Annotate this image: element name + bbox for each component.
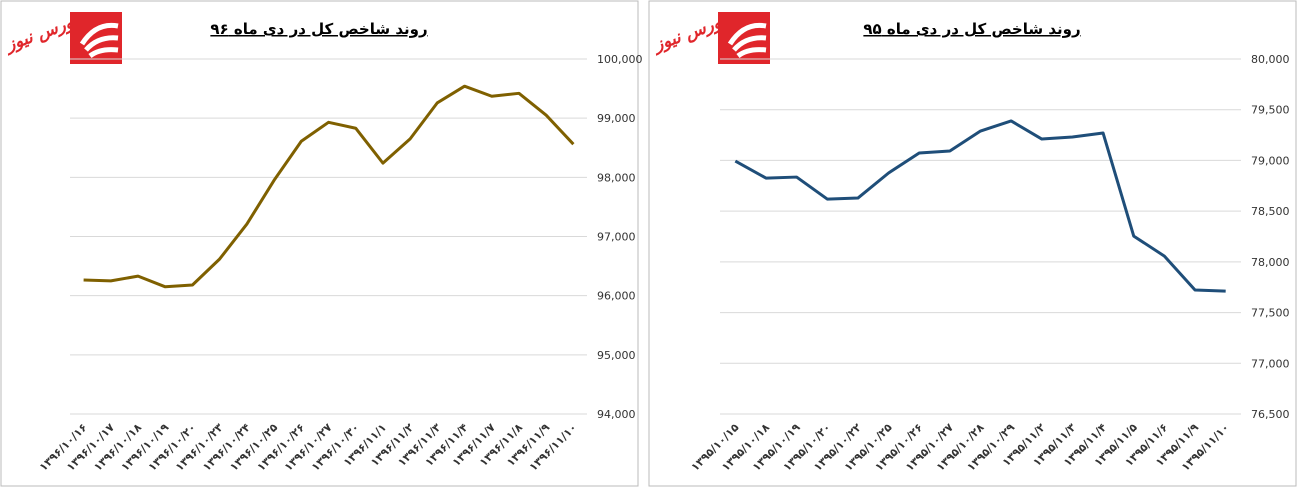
panel: بورس نیوز روند شاخص کل در دی ماه ۹۵76,50… — [648, 0, 1297, 487]
y-tick-label: 79,000 — [1251, 154, 1290, 167]
panel: بورس نیوز روند شاخص کل در دی ماه ۹۶94,00… — [0, 0, 643, 487]
line — [734, 119, 1226, 293]
chart-title: روند شاخص کل در دی ماه ۹۶ — [210, 20, 427, 38]
line — [83, 84, 575, 289]
panel-frame — [0, 0, 639, 487]
y-tick-label: 78,500 — [1251, 205, 1290, 218]
logo-icon — [79, 22, 119, 59]
y-tick-label: 94,000 — [597, 408, 636, 421]
y-tick-label: 76,500 — [1251, 408, 1290, 421]
y-tick-label: 99,000 — [597, 112, 636, 125]
y-tick-label: 97,000 — [597, 231, 636, 244]
y-tick-label: 80,000 — [1251, 53, 1290, 66]
y-tick-label: 79,500 — [1251, 104, 1290, 117]
y-tick-label: 96,000 — [597, 290, 636, 303]
chart-title: روند شاخص کل در دی ماه ۹۵ — [863, 20, 1080, 38]
logo-icon — [727, 22, 767, 59]
y-tick-label: 77,500 — [1251, 307, 1290, 320]
y-tick-label: 95,000 — [597, 349, 636, 362]
y-tick-label: 77,000 — [1251, 357, 1290, 370]
panel-frame — [648, 0, 1297, 487]
y-tick-label: 100,000 — [597, 53, 643, 66]
y-tick-label: 78,000 — [1251, 256, 1290, 269]
y-tick-label: 98,000 — [597, 171, 636, 184]
